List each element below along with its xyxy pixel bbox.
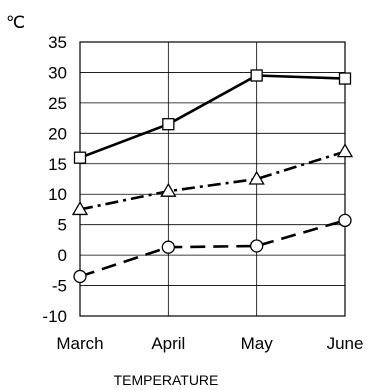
data-point	[161, 240, 175, 254]
series-group	[71, 69, 354, 284]
data-point	[73, 151, 87, 164]
series-triangle	[71, 143, 354, 216]
y-tick-label: -5	[52, 277, 67, 296]
y-tick-label: 10	[48, 185, 67, 204]
data-point	[338, 72, 352, 85]
y-tick-label: -10	[42, 307, 67, 326]
series-square	[73, 69, 352, 164]
x-tick-label: June	[327, 334, 364, 353]
series-circle	[73, 213, 352, 284]
data-point	[250, 69, 263, 82]
data-point	[160, 182, 177, 197]
y-tick-label: 15	[48, 155, 67, 174]
data-point	[250, 239, 264, 253]
y-tick-label: 20	[48, 124, 67, 143]
x-tick-label: March	[56, 334, 103, 353]
data-point	[71, 201, 89, 216]
data-point	[336, 143, 354, 158]
data-point	[73, 269, 87, 284]
y-tick-label: 35	[48, 33, 67, 52]
x-tick-label: May	[241, 334, 274, 353]
x-axis-ticks: March April May June	[56, 334, 363, 353]
y-tick-label: 30	[48, 63, 67, 82]
data-point	[248, 170, 265, 185]
y-tick-label: 0	[58, 246, 67, 265]
y-tick-label: 5	[58, 216, 67, 235]
series-line	[79, 219, 346, 278]
x-axis-label: TEMPERATURE	[114, 372, 219, 388]
data-point	[162, 118, 175, 131]
y-axis-ticks: 35 30 25 20 15 10 5 0 -5 -10	[42, 33, 67, 326]
gridlines	[80, 42, 345, 316]
series-line	[79, 150, 346, 211]
series-line	[79, 74, 346, 159]
x-tick-label: April	[151, 334, 185, 353]
plot-frame	[79, 41, 346, 317]
y-tick-label: 25	[48, 94, 67, 113]
data-point	[338, 213, 352, 228]
unit-label: ℃	[6, 13, 25, 32]
